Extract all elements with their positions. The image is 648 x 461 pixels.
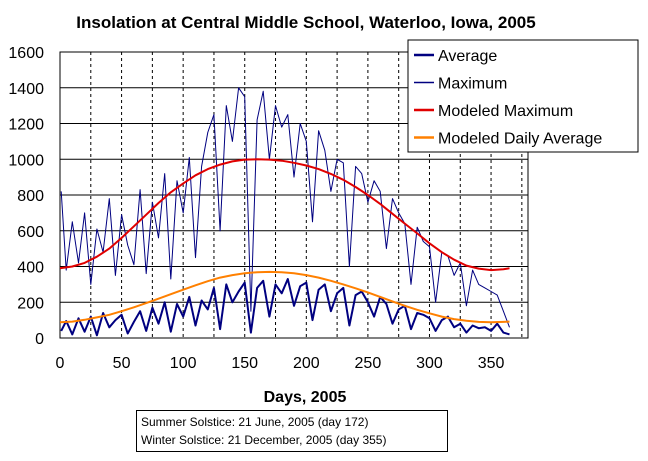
x-tick-label: 100 — [170, 355, 197, 372]
x-tick-label: 300 — [416, 355, 443, 372]
chart-title: Insolation at Central Middle School, Wat… — [76, 13, 535, 32]
x-tick-label: 350 — [478, 355, 505, 372]
y-tick-label: 0 — [35, 331, 44, 348]
x-tick-label: 150 — [231, 355, 258, 372]
x-axis-label: Days, 2005 — [264, 389, 347, 406]
y-tick-label: 1000 — [8, 152, 44, 169]
series-line-modeled-daily-average — [59, 270, 510, 324]
x-tick-label: 0 — [56, 355, 65, 372]
legend-box — [407, 39, 639, 153]
series-line-modeled-maximum — [59, 158, 510, 272]
y-tick-label: 600 — [17, 224, 44, 241]
y-tick-label: 400 — [17, 260, 44, 277]
y-tick-label: 1400 — [8, 81, 44, 98]
legend-entry: Modeled Daily Average — [438, 131, 602, 148]
legend-entry: Maximum — [438, 76, 507, 93]
x-tick-label: 50 — [113, 355, 131, 372]
solstice-note-box: Summer Solstice: 21 June, 2005 (day 172)… — [136, 410, 448, 452]
summer-solstice-note: Summer Solstice: 21 June, 2005 (day 172) — [141, 415, 369, 429]
insolation-chart: Insolation at Central Middle School, Wat… — [8, 13, 639, 406]
series-line-maximum — [60, 87, 510, 328]
y-tick-label: 1200 — [8, 117, 44, 134]
y-tick-label: 200 — [17, 295, 44, 312]
y-tick-label: 1600 — [8, 45, 44, 62]
legend-entry: Modeled Maximum — [438, 103, 573, 120]
x-tick-label: 200 — [293, 355, 320, 372]
axis-ticks: 0 200 400 600 800 1000 1200 1400 1600 0 50 100 150 20… — [8, 45, 504, 372]
series-layer — [59, 87, 510, 337]
legend-entry: Average — [438, 48, 497, 65]
x-tick-label: 250 — [355, 355, 382, 372]
legend: Average Maximum Modeled Maximum Modeled Dai… — [407, 39, 639, 153]
y-tick-label: 800 — [17, 188, 44, 205]
winter-solstice-note: Winter Solstice: 21 December, 2005 (day … — [141, 433, 387, 447]
series-line-average — [60, 278, 510, 337]
